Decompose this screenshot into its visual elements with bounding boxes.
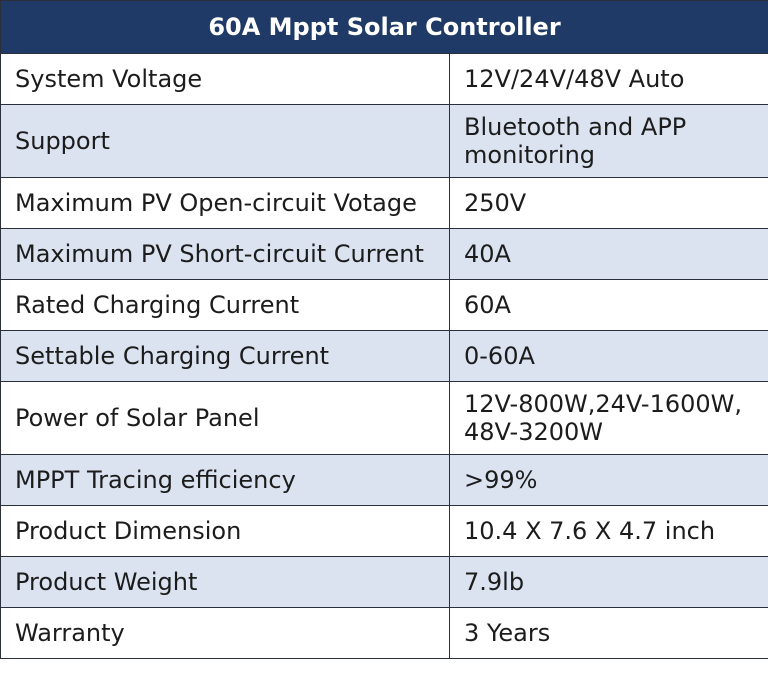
spec-label: Settable Charging Current [0, 330, 450, 382]
table-row: MPPT Tracing efficiency >99% [0, 454, 768, 506]
table-row: Rated Charging Current 60A [0, 279, 768, 331]
table-title: 60A Mppt Solar Controller [0, 0, 768, 54]
spec-value: 250V [449, 177, 768, 229]
spec-label: MPPT Tracing efficiency [0, 454, 450, 506]
spec-value: 10.4 X 7.6 X 4.7 inch [449, 505, 768, 557]
table-header-row: 60A Mppt Solar Controller [0, 0, 768, 54]
table-row: Product Dimension 10.4 X 7.6 X 4.7 inch [0, 505, 768, 557]
spec-value: >99% [449, 454, 768, 506]
spec-label: Power of Solar Panel [0, 381, 450, 455]
table-row: System Voltage 12V/24V/48V Auto [0, 53, 768, 105]
spec-value: 7.9lb [449, 556, 768, 608]
spec-label: Product Dimension [0, 505, 450, 557]
spec-value: 60A [449, 279, 768, 331]
table-row: Maximum PV Short-circuit Current 40A [0, 228, 768, 280]
table-row: Product Weight 7.9lb [0, 556, 768, 608]
spec-label: Rated Charging Current [0, 279, 450, 331]
spec-label: Product Weight [0, 556, 450, 608]
spec-value: 0-60A [449, 330, 768, 382]
spec-label: Maximum PV Open-circuit Votage [0, 177, 450, 229]
table-row: Power of Solar Panel 12V-800W,24V-1600W,… [0, 381, 768, 455]
table-row: Support Bluetooth and APP monitoring [0, 104, 768, 178]
spec-value: Bluetooth and APP monitoring [449, 104, 768, 178]
table-row: Maximum PV Open-circuit Votage 250V [0, 177, 768, 229]
spec-value: 12V-800W,24V-1600W, 48V-3200W [449, 381, 768, 455]
spec-table: 60A Mppt Solar Controller System Voltage… [0, 0, 768, 659]
spec-label: Maximum PV Short-circuit Current [0, 228, 450, 280]
spec-value: 40A [449, 228, 768, 280]
spec-label: System Voltage [0, 53, 450, 105]
spec-value: 12V/24V/48V Auto [449, 53, 768, 105]
table-row: Settable Charging Current 0-60A [0, 330, 768, 382]
table-row: Warranty 3 Years [0, 607, 768, 659]
spec-value: 3 Years [449, 607, 768, 659]
spec-label: Warranty [0, 607, 450, 659]
spec-label: Support [0, 104, 450, 178]
